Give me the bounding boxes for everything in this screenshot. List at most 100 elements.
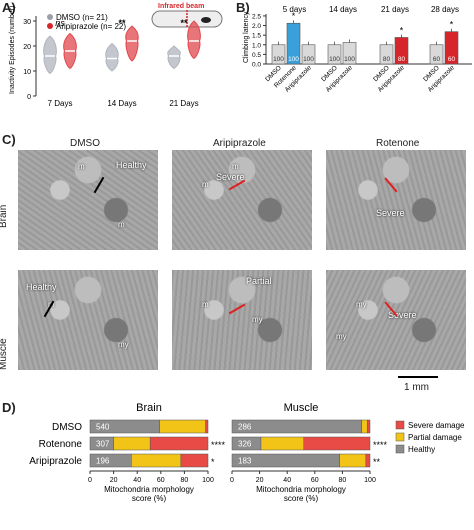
y-tick-label: 10 [23,69,31,76]
bar-n-label: 60 [448,56,456,63]
y-tick-label: 0 [27,94,31,101]
x-tick-label: 60 [157,477,165,484]
arrow-icon [228,303,246,315]
micrograph-label: m [202,180,209,189]
micrograph-label: m [78,162,85,171]
bar-segment-partial [131,453,182,468]
micrograph-brain-dmso: Healthy m m [18,150,158,250]
bar-segment-healthy [231,419,362,434]
y-tick-label: 1.0 [252,42,261,49]
panel-d-stacked-bars: DMSO Rotenone Aripiprazole Brain 0 20 40 60 80 10… [29,402,465,503]
x-axis-label: Mitochondria morphology [256,485,346,494]
column-title-rotenone: Rotenone [376,138,420,149]
bar-n-label: 183 [238,457,252,466]
row-label-1: DMSO [52,422,82,433]
micrograph-label: m [232,162,239,171]
bar-segment-partial [159,419,206,434]
dmso-violin-1 [43,35,57,75]
micrograph-label: Severe [376,208,405,218]
panel-c-micrographs: DMSO Aripiprazole Rotenone Brain Muscle … [0,130,474,400]
x-tick-label: 80 [181,477,189,484]
bar-n-label: 326 [238,440,252,449]
micrograph-muscle-dmso: Healthymym [18,270,158,370]
y-tick-label: 20 [23,44,31,51]
x-tick-label: 0 [230,477,234,484]
ari-violin-3 [187,20,201,60]
row-label-3: Aripiprazole [29,456,82,467]
micrograph-label: Healthy [116,160,147,170]
column-title-dmso: DMSO [70,138,100,149]
block-title-muscle: Muscle [284,402,319,414]
panel-label-a: A) [2,0,16,15]
x-axis-label: Mitochondria morphology [104,485,194,494]
micrograph-label: Severe [388,310,417,320]
bar-segment-severe [180,453,209,468]
bar-n-label: 100 [303,56,314,63]
x-axis-label: score (%) [284,494,319,503]
ari-violin-2 [125,25,139,62]
bar-significance: * [450,20,454,30]
panel-label-c: C) [2,132,16,147]
bar-n-label: 286 [238,423,252,432]
x-tick-label: 60 [311,477,319,484]
legend-swatch-healthy [395,444,405,454]
column-title-aripiprazole: Aripiprazole [213,138,266,149]
bar-significance: **** [211,440,226,450]
inset-fly [201,17,211,23]
scale-bar-label: 1 mm [404,382,429,393]
bar-n-label: 100 [344,56,355,63]
bar-n-label: 100 [273,56,284,63]
day-label-2: 14 Days [107,99,136,108]
inset-label: Infrared beam [158,3,204,10]
bar-n-label: 100 [288,56,299,63]
bar-significance: **** [373,440,388,450]
scale-bar [398,376,438,378]
micrograph-label: m [118,220,125,229]
bar-segment-partial [361,419,368,434]
panel-label-d: D) [2,400,16,415]
bar-significance: * [211,457,215,467]
micrograph-label: m [202,300,209,309]
legend-swatch [47,14,53,20]
legend-label: Aripiprazole (n= 22) [56,22,126,31]
micrograph-label: my [336,332,347,341]
bar-segment-partial [113,436,151,451]
x-tick-label: 40 [133,477,141,484]
day-label-1: 7 Days [48,99,73,108]
group-title-3: 21 days [381,5,409,14]
arrow-icon [93,176,105,194]
y-tick-label: 1.5 [252,33,261,40]
dmso-violin-2 [105,42,119,72]
bar-segment-severe [366,419,371,434]
x-tick-label: 40 [283,477,291,484]
legend-swatch-severe [395,420,405,430]
bar-n-label: 60 [433,56,441,63]
x-tick-label: 80 [339,477,347,484]
bar-significance: * [292,11,296,21]
bar-n-label: 307 [96,440,110,449]
bar-segment-severe [365,453,371,468]
micrograph-label: Healthy [26,282,57,292]
bar-n-label: 100 [329,56,340,63]
significance-3: ** [180,18,188,28]
micrograph-brain-aripiprazole: m Severe m [172,150,312,250]
arrow-icon [384,177,398,193]
y-tick-label: 0.0 [252,62,261,69]
micrograph-muscle-rotenone: my Severe my [326,270,466,370]
legend-label-severe: Severe damage [408,421,465,430]
x-tick-label: 100 [202,477,214,484]
x-tick-label: 20 [110,477,118,484]
row-label-2: Rotenone [39,439,83,450]
group-title-1: 5 days [283,5,307,14]
bar-n-label: 80 [398,56,406,63]
legend-swatch-partial [395,432,405,442]
x-tick-label: 0 [88,477,92,484]
x-tick-label: 100 [364,477,376,484]
bar-n-label: 80 [383,56,391,63]
micrograph-muscle-aripiprazole: Partial m my [172,270,312,370]
y-tick-label: 30 [23,19,31,26]
bar-n-label: 196 [96,457,110,466]
row-title-muscle: Muscle [0,338,9,370]
x-axis-label: score (%) [132,494,167,503]
